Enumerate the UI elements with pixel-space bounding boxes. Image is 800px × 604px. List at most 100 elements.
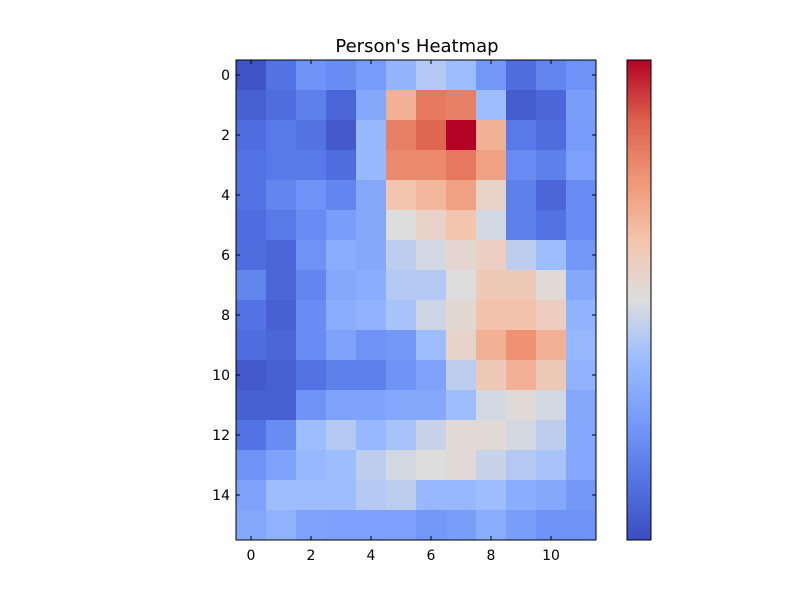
heatmap-cell xyxy=(356,60,387,91)
heatmap-cell xyxy=(296,330,327,361)
heatmap-cell xyxy=(236,330,267,361)
heatmap-cell xyxy=(386,420,417,451)
heatmap-cell xyxy=(446,450,477,481)
heatmap-cell xyxy=(566,390,597,421)
heatmap-cell xyxy=(506,510,537,541)
y-tick-label: 0 xyxy=(221,68,230,84)
heatmap-cell xyxy=(356,420,387,451)
heatmap-cell xyxy=(236,390,267,421)
heatmap-cell xyxy=(386,210,417,241)
heatmap-cell xyxy=(236,60,267,91)
heatmap-cell xyxy=(296,360,327,391)
heatmap-cell xyxy=(236,360,267,391)
heatmap-cell xyxy=(296,60,327,91)
heatmap-cell xyxy=(356,240,387,271)
heatmap-cell xyxy=(326,90,357,121)
heatmap-cell xyxy=(296,450,327,481)
heatmap-cell xyxy=(356,390,387,421)
heatmap-cell xyxy=(566,120,597,151)
heatmap-cell xyxy=(536,270,567,301)
heatmap-cell xyxy=(356,150,387,181)
y-tick-label: 8 xyxy=(221,308,230,324)
heatmap-cell xyxy=(416,180,447,211)
heatmap-cell xyxy=(416,270,447,301)
heatmap-cell xyxy=(326,420,357,451)
heatmap-cell xyxy=(236,300,267,331)
plot-frame xyxy=(235,59,597,541)
heatmap-cell xyxy=(326,450,357,481)
heatmap-cell xyxy=(566,270,597,301)
heatmap-cell xyxy=(326,150,357,181)
heatmap-cell xyxy=(356,270,387,301)
heatmap-cell xyxy=(266,390,297,421)
heatmap-cell xyxy=(356,360,387,391)
heatmap-cell xyxy=(356,120,387,151)
heatmap-cell xyxy=(236,150,267,181)
heatmap-cell xyxy=(566,300,597,331)
heatmap-cell xyxy=(506,330,537,361)
heatmap-cell xyxy=(476,330,507,361)
heatmap-cell xyxy=(236,450,267,481)
heatmap-cell xyxy=(326,60,357,91)
heatmap-cell xyxy=(476,150,507,181)
heatmap-cell xyxy=(476,390,507,421)
heatmap-cell xyxy=(266,450,297,481)
heatmap-cell xyxy=(566,210,597,241)
heatmap-cell xyxy=(566,330,597,361)
heatmap-cell xyxy=(536,360,567,391)
y-tick-label: 12 xyxy=(212,428,230,444)
heatmap-cell xyxy=(506,240,537,271)
heatmap-cell xyxy=(416,420,447,451)
heatmap-cell xyxy=(506,120,537,151)
heatmap-cell xyxy=(476,300,507,331)
heatmap-cell xyxy=(476,210,507,241)
heatmap-cell xyxy=(296,180,327,211)
x-tick-label: 6 xyxy=(427,548,436,564)
heatmap-cell xyxy=(236,180,267,211)
heatmap-cell xyxy=(266,150,297,181)
heatmap-cell xyxy=(536,450,567,481)
heatmap-cell xyxy=(236,120,267,151)
heatmap-cell xyxy=(506,150,537,181)
heatmap-cell xyxy=(296,300,327,331)
heatmap-cell xyxy=(326,330,357,361)
heatmap-cells xyxy=(236,60,597,541)
x-tick-label: 2 xyxy=(307,548,316,564)
heatmap-cell xyxy=(536,510,567,541)
heatmap-cell xyxy=(536,60,567,91)
x-tick-label: 4 xyxy=(367,548,376,564)
heatmap-cell xyxy=(566,240,597,271)
heatmap-cell xyxy=(476,510,507,541)
heatmap-cell xyxy=(566,90,597,121)
heatmap-cell xyxy=(356,300,387,331)
heatmap-cell xyxy=(446,90,477,121)
y-tick-label: 14 xyxy=(212,488,230,504)
heatmap-cell xyxy=(266,210,297,241)
heatmap-cell xyxy=(566,180,597,211)
heatmap-cell xyxy=(326,120,357,151)
heatmap-cell xyxy=(326,240,357,271)
heatmap-cell xyxy=(416,60,447,91)
heatmap-cell xyxy=(386,90,417,121)
heatmap-cell xyxy=(266,60,297,91)
heatmap-cell xyxy=(416,480,447,511)
heatmap-cell xyxy=(266,510,297,541)
heatmap-cell xyxy=(296,150,327,181)
y-tick-label: 4 xyxy=(221,188,230,204)
heatmap-cell xyxy=(506,480,537,511)
heatmap-cell xyxy=(356,180,387,211)
x-axis: 0 2 4 6 8 10 xyxy=(247,60,560,564)
heatmap-cell xyxy=(446,180,477,211)
heatmap-cell xyxy=(446,120,477,151)
heatmap-cell xyxy=(416,300,447,331)
heatmap-cell xyxy=(446,300,477,331)
heatmap-cell xyxy=(266,90,297,121)
heatmap-cell xyxy=(416,150,447,181)
heatmap-cell xyxy=(266,300,297,331)
heatmap-cell xyxy=(476,180,507,211)
heatmap-cell xyxy=(536,420,567,451)
heatmap-cell xyxy=(536,240,567,271)
heatmap-cell xyxy=(326,360,357,391)
heatmap-cell xyxy=(506,180,537,211)
heatmap-cell xyxy=(266,180,297,211)
